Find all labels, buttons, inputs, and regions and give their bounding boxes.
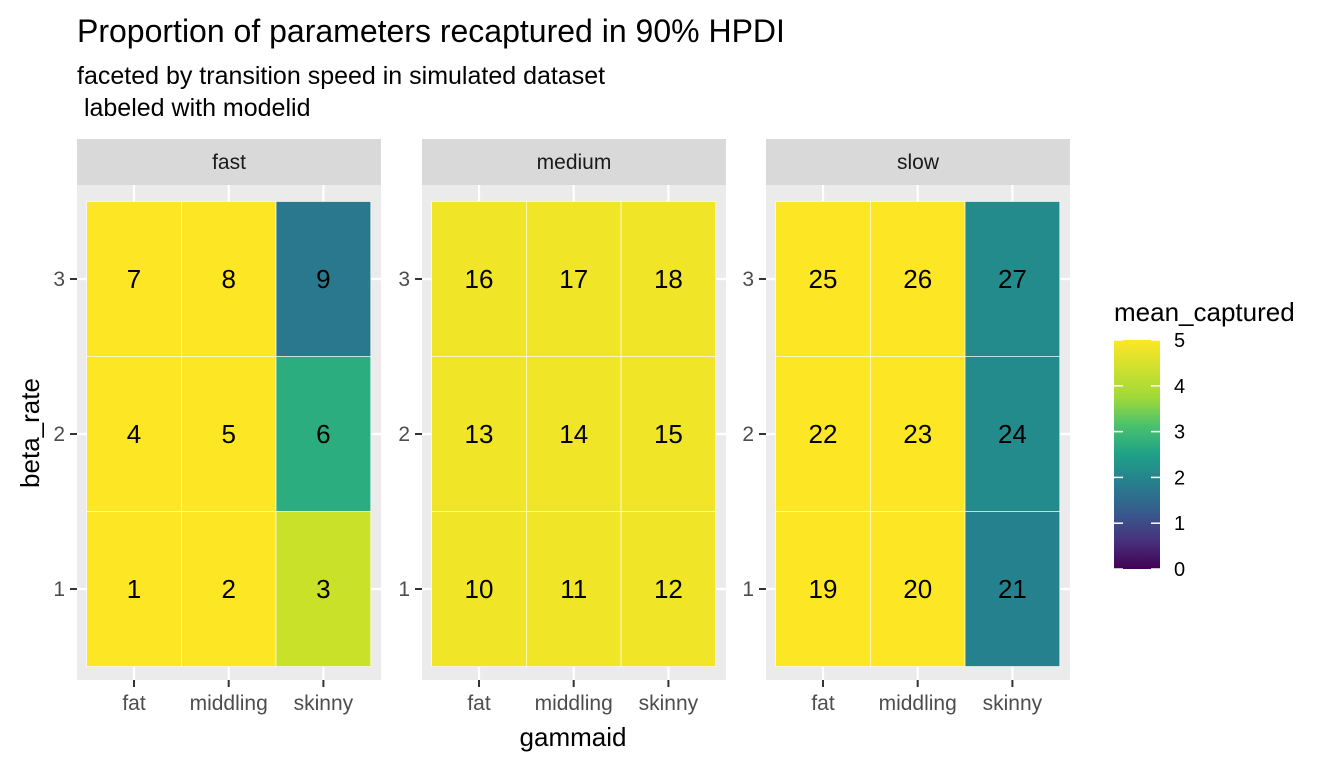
chart-subtitle-line-1: faceted by transition speed in simulated…: [77, 62, 605, 90]
tile-label: 5: [221, 419, 235, 449]
facet-strip: [422, 139, 726, 185]
x-tick-label: skinny: [639, 692, 699, 715]
heatmap-tile: [275, 201, 372, 357]
y-tick-label: 2: [742, 423, 754, 446]
heatmap-tile: [620, 511, 717, 667]
tile-label: 1: [127, 574, 141, 604]
y-tick-label: 3: [53, 268, 65, 291]
tile-label: 18: [654, 264, 683, 294]
legend-tick-label: 4: [1174, 376, 1185, 398]
tile-label: 3: [316, 574, 330, 604]
tile-label: 8: [221, 264, 235, 294]
legend-tick-label: 5: [1174, 330, 1185, 352]
heatmap-tile: [181, 511, 277, 667]
y-tick-label: 3: [398, 268, 410, 291]
tile-label: 9: [316, 264, 330, 294]
chart-subtitle-line-2: labeled with modelid: [77, 94, 310, 122]
tile-label: 24: [998, 419, 1027, 449]
tile-label: 16: [465, 264, 494, 294]
y-tick-label: 2: [53, 423, 65, 446]
tile-label: 7: [127, 264, 141, 294]
x-tick-label: fat: [122, 692, 146, 715]
y-tick-label: 1: [53, 578, 65, 601]
heatmap-tile: [181, 356, 277, 512]
legend-tick-label: 0: [1174, 559, 1185, 581]
tile-label: 11: [560, 574, 587, 604]
legend-tick-label: 1: [1174, 513, 1185, 535]
x-tick-label: skinny: [983, 692, 1043, 715]
y-tick-label: 1: [742, 578, 754, 601]
heatmap-tile: [964, 201, 1061, 357]
chart-title: Proportion of parameters recaptured in 9…: [77, 13, 785, 49]
tile-label: 27: [998, 264, 1027, 294]
tile-label: 15: [654, 419, 683, 449]
heatmap-tile: [86, 511, 182, 667]
tile-label: 6: [316, 419, 330, 449]
tile-label: 12: [654, 574, 683, 604]
tile-label: 21: [998, 574, 1027, 604]
y-tick-label: 3: [742, 268, 754, 291]
heatmap-tile: [775, 201, 871, 357]
heatmap-tile: [526, 201, 622, 357]
x-tick-label: fat: [467, 692, 491, 715]
heatmap-tile: [431, 511, 527, 667]
y-axis-title: beta_rate: [15, 378, 45, 488]
tile-label: 26: [903, 264, 932, 294]
x-tick-label: middling: [879, 692, 957, 715]
heatmap-tile: [86, 356, 182, 512]
x-tick-label: middling: [535, 692, 613, 715]
tile-label: 20: [903, 574, 932, 604]
heatmap-tile: [870, 201, 966, 357]
color-legend: mean_captured 0 1 2 3 4 5: [1114, 297, 1295, 581]
facet-fast: fast 7 8 9 4 5 6 1 2 3 1 2 3 fat middling skinny: [53, 139, 381, 715]
legend-tick-label: 3: [1174, 422, 1185, 444]
x-tick-label: fat: [811, 692, 835, 715]
heatmap-tile: [526, 356, 622, 512]
facet-strip: [766, 139, 1070, 185]
tile-label: 14: [559, 419, 588, 449]
tile-label: 4: [127, 419, 141, 449]
heatmap-tile: [620, 201, 717, 357]
tile-label: 13: [465, 419, 494, 449]
y-tick-label: 2: [398, 423, 410, 446]
facet-strip-label: medium: [537, 151, 612, 174]
heatmap-tile: [526, 511, 622, 667]
heatmap-tile: [275, 511, 372, 667]
tile-label: 23: [903, 419, 932, 449]
legend-tick-label: 2: [1174, 467, 1185, 489]
heatmap-tile: [775, 511, 871, 667]
heatmap-tile: [964, 356, 1061, 512]
legend-ticks: 0 1 2 3 4 5: [1114, 330, 1185, 581]
facet-strip-label: fast: [212, 151, 246, 174]
heatmap-tile: [964, 511, 1061, 667]
legend-colorbar: [1114, 340, 1160, 569]
tile-label: 2: [221, 574, 235, 604]
heatmap-tile: [181, 201, 277, 357]
tile-label: 10: [465, 574, 494, 604]
heatmap-tile: [870, 356, 966, 512]
heatmap-tile: [870, 511, 966, 667]
tile-label: 17: [559, 264, 588, 294]
tile-label: 25: [809, 264, 838, 294]
heatmap-tile: [86, 201, 182, 357]
x-axis-title: gammaid: [520, 722, 627, 752]
heatmap-tile: [775, 356, 871, 512]
facet-strip: [77, 139, 381, 185]
facet-strip-label: slow: [897, 151, 940, 174]
heatmap-tile: [431, 356, 527, 512]
tile-label: 19: [809, 574, 838, 604]
heatmap-tile: [431, 201, 527, 357]
legend-title: mean_captured: [1114, 297, 1295, 327]
x-tick-label: skinny: [294, 692, 354, 715]
tile-label: 22: [809, 419, 838, 449]
x-tick-label: middling: [190, 692, 268, 715]
y-tick-label: 1: [398, 578, 410, 601]
